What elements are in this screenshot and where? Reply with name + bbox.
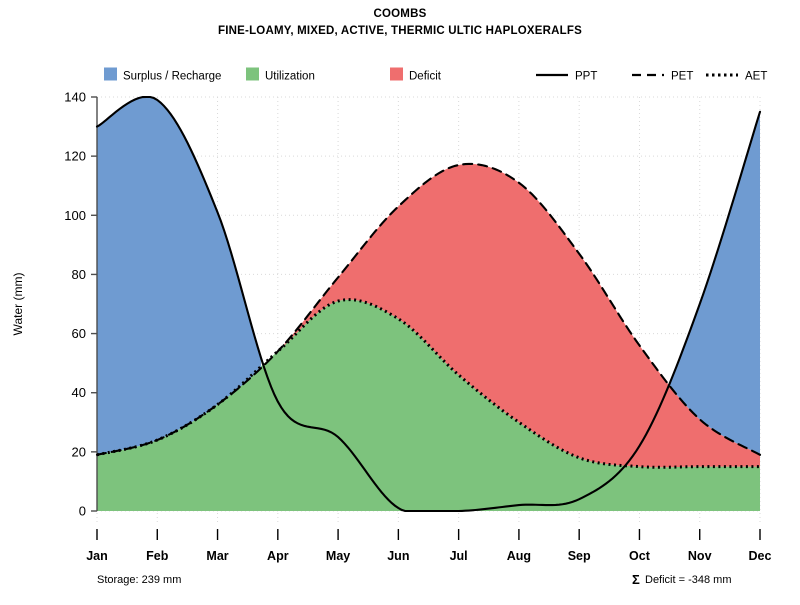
y-tick-label: 40 [72, 385, 86, 400]
legend-swatch-deficit [390, 67, 403, 81]
legend-label-aet: AET [745, 71, 767, 83]
y-axis-ticks: 0 20 40 60 80 100 120 140 [64, 90, 97, 519]
legend-label-surplus-recharge: Surplus / Recharge [123, 71, 221, 83]
series-lines [95, 95, 762, 513]
deficit-annotation: Deficit = -348 mm [645, 574, 732, 586]
series-line-ppt [95, 95, 762, 513]
band-utilization [97, 299, 760, 511]
x-tick-label-oct: Oct [629, 549, 651, 563]
chart-title-primary: COOMBS [374, 8, 427, 20]
legend-label-pet: PET [671, 71, 693, 83]
y-axis-title: Water (mm) [11, 273, 25, 336]
y-tick-label: 0 [79, 504, 86, 519]
band-surplus [97, 97, 262, 455]
area-bands [97, 97, 760, 511]
y-tick-label: 20 [72, 444, 86, 459]
y-tick-label: 140 [64, 90, 86, 105]
x-tick-label-aug: Aug [507, 549, 531, 563]
x-axis-ticks: Jan Feb Mar Apr May Jun Jul Aug Sep Oct Nov Dec [86, 529, 772, 563]
chart-title-secondary: FINE-LOAMY, MIXED, ACTIVE, THERMIC ULTIC… [218, 25, 582, 37]
legend-label-ppt: PPT [575, 71, 597, 83]
band-deficit [281, 163, 760, 468]
legend-swatch-surplus-recharge [104, 67, 117, 81]
legend-label-deficit: Deficit [409, 71, 442, 83]
x-tick-label-jun: Jun [387, 549, 409, 563]
legend-label-utilization: Utilization [265, 71, 315, 83]
x-tick-label-apr: Apr [267, 549, 289, 563]
x-tick-label-nov: Nov [688, 549, 712, 563]
series-line-aet [96, 298, 760, 469]
y-tick-label: 80 [72, 267, 86, 282]
x-tick-label-jul: Jul [450, 549, 468, 563]
band-surplus [669, 111, 760, 455]
legend-swatch-utilization [246, 67, 259, 81]
y-tick-label: 100 [64, 208, 86, 223]
series-line-pet [95, 162, 762, 456]
x-tick-label-sep: Sep [568, 549, 591, 563]
x-tick-label-dec: Dec [749, 549, 772, 563]
chart-legend: Surplus / Recharge Utilization Deficit PPT P… [104, 67, 767, 83]
x-tick-label-mar: Mar [206, 549, 228, 563]
storage-annotation: Storage: 239 mm [97, 574, 181, 586]
x-tick-label-may: May [326, 549, 350, 563]
y-tick-label: 60 [72, 326, 86, 341]
x-tick-label-jan: Jan [86, 549, 108, 563]
x-tick-label-feb: Feb [146, 549, 169, 563]
y-tick-label: 120 [64, 149, 86, 164]
deficit-sigma-icon: Σ [632, 572, 640, 587]
